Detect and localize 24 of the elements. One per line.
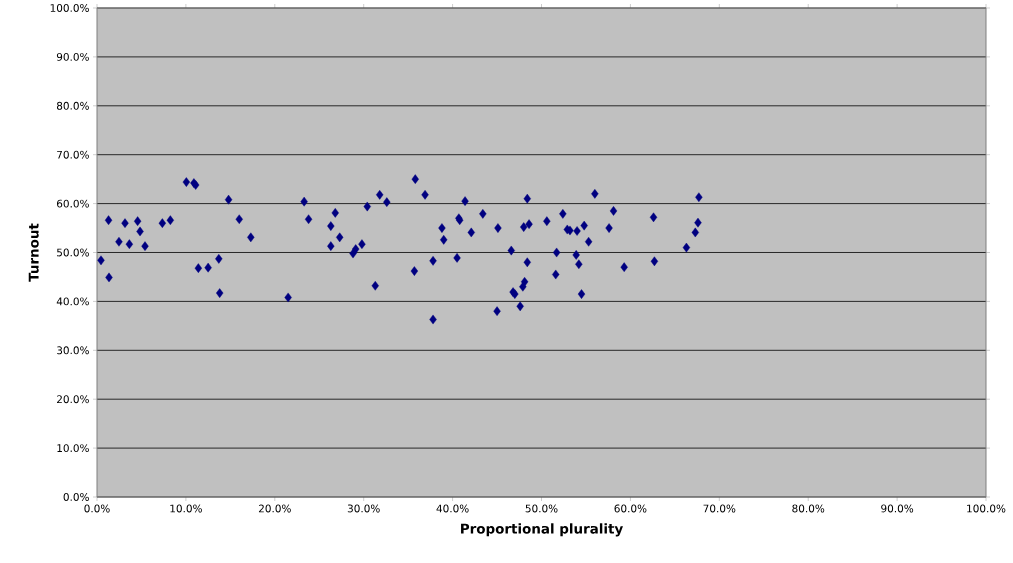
x-tick-label: 60.0% bbox=[614, 504, 647, 513]
y-tick-label: 30.0% bbox=[57, 346, 89, 355]
y-tick-label: 100.0% bbox=[50, 4, 89, 12]
x-axis-title: Proportional plurality bbox=[461, 523, 623, 537]
x-tick-label: 0.0% bbox=[84, 504, 110, 513]
y-tick-label: 0.0% bbox=[63, 493, 89, 501]
x-tick-label: 20.0% bbox=[258, 504, 291, 513]
x-tick-label: 70.0% bbox=[703, 504, 736, 513]
y-tick-label: 10.0% bbox=[57, 444, 89, 453]
y-tick-label: 80.0% bbox=[56, 101, 89, 110]
y-tick-label: 50.0% bbox=[57, 248, 89, 257]
x-tick-label: 100.0% bbox=[967, 504, 1006, 513]
x-tick-label: 10.0% bbox=[170, 504, 202, 513]
x-tick-label: 40.0% bbox=[436, 504, 469, 513]
y-tick-label: 20.0% bbox=[57, 395, 89, 404]
y-tick-label: 90.0% bbox=[56, 52, 89, 61]
y-tick-label: 70.0% bbox=[57, 150, 89, 159]
y-tick-label: 60.0% bbox=[56, 199, 89, 208]
x-tick-label: 80.0% bbox=[792, 504, 825, 513]
x-tick-label: 50.0% bbox=[525, 504, 558, 513]
y-tick-label: 40.0% bbox=[56, 297, 89, 306]
y-axis-title: Turnout bbox=[28, 223, 39, 282]
x-tick-label: 90.0% bbox=[881, 504, 914, 513]
x-tick-label: 30.0% bbox=[347, 504, 380, 513]
